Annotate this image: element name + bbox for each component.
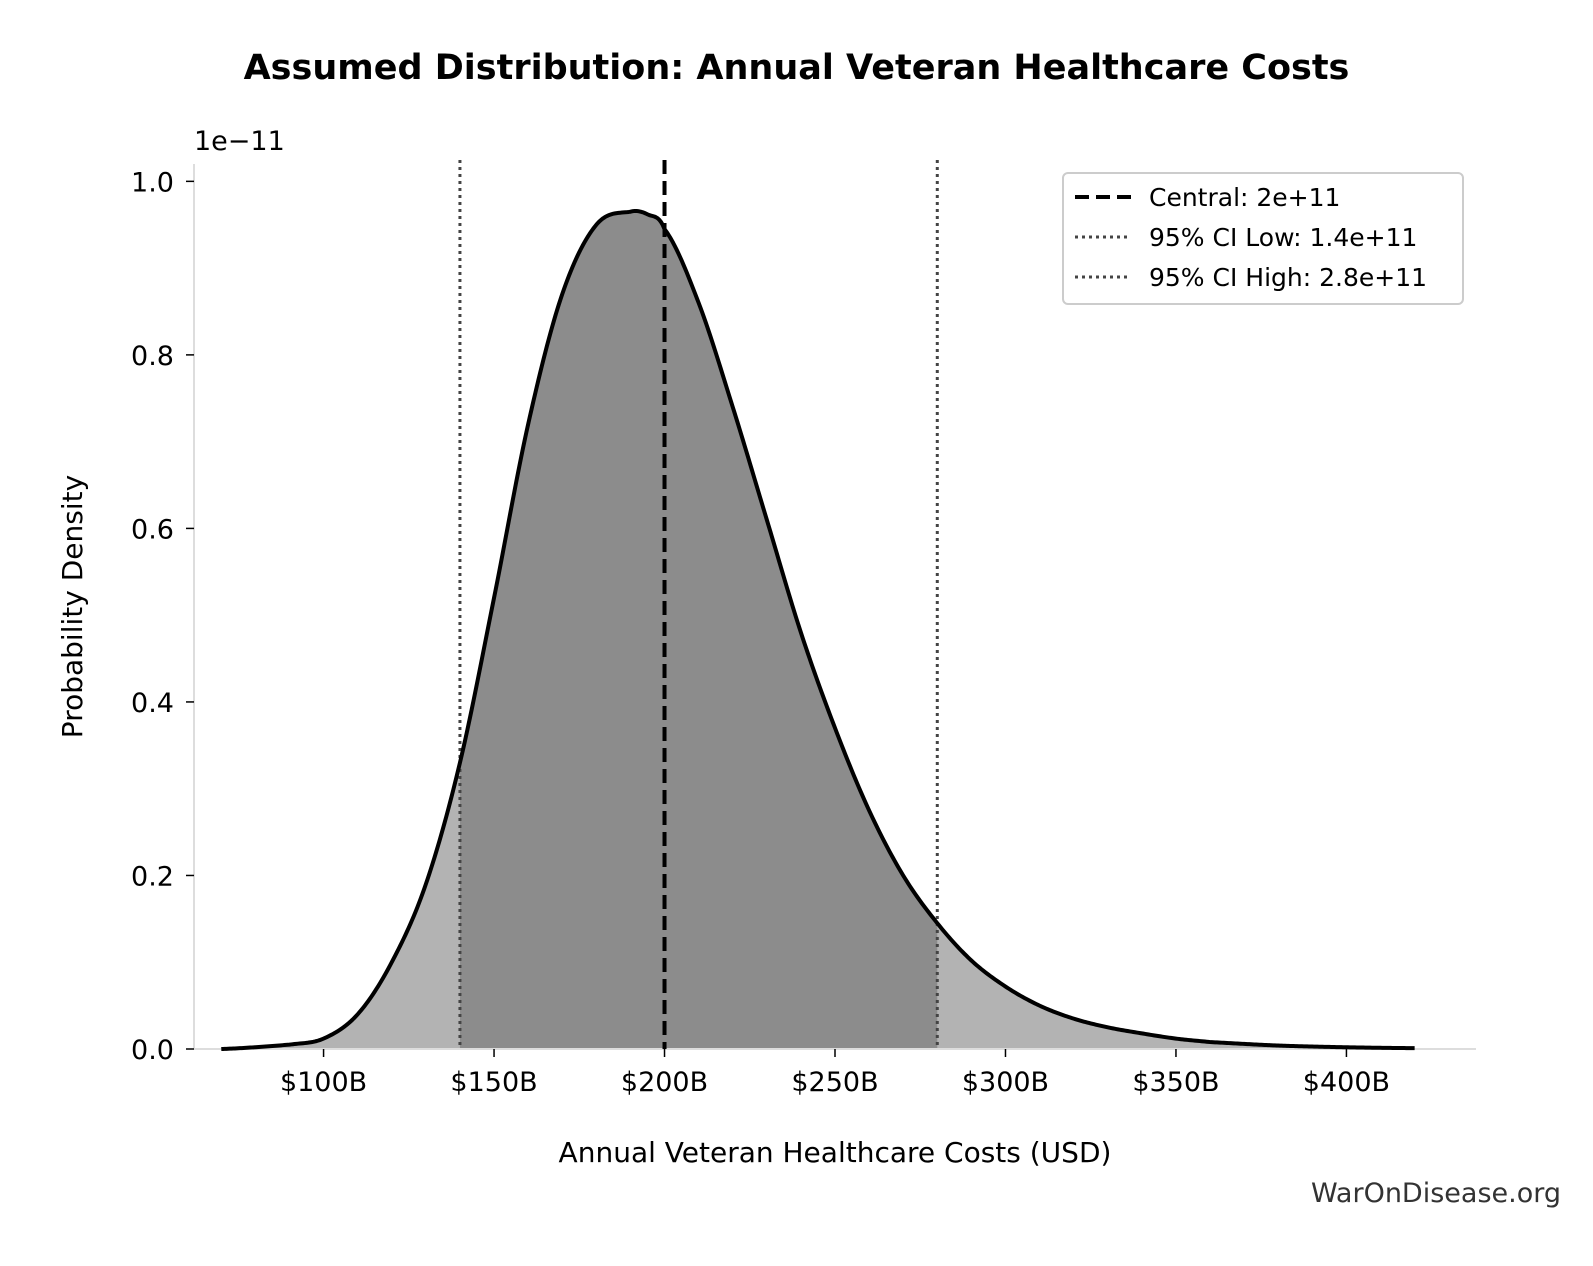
- y-tick-label: 0.2: [131, 861, 174, 892]
- chart-title: Assumed Distribution: Annual Veteran Hea…: [243, 48, 1350, 88]
- legend-entry-2: 95% CI High: 2.8e+11: [1149, 263, 1427, 292]
- x-tick-label: $350B: [1132, 1067, 1219, 1098]
- y-tick-label: 0.4: [131, 688, 174, 719]
- y-axis-label: Probability Density: [56, 475, 89, 738]
- x-tick-label: $150B: [450, 1067, 537, 1098]
- y-tick-label: 1.0: [131, 167, 174, 198]
- x-tick-label: $250B: [791, 1067, 878, 1098]
- density-fill-ci: [459, 210, 938, 1050]
- density-curve: [220, 208, 1415, 1051]
- y-tick-label: 0.6: [131, 514, 174, 545]
- x-tick-label: $200B: [621, 1067, 708, 1098]
- x-tick-label: $300B: [962, 1067, 1049, 1098]
- watermark: WarOnDisease.org: [1310, 1178, 1561, 1209]
- y-tick-label: 0.8: [131, 341, 174, 372]
- y-tick-label: 0.0: [131, 1035, 174, 1066]
- x-tick-label: $400B: [1303, 1067, 1390, 1098]
- legend-entry-0: Central: 2e+11: [1149, 183, 1340, 212]
- legend-box: [1062, 172, 1464, 305]
- x-axis-label: Annual Veteran Healthcare Costs (USD): [559, 1136, 1112, 1169]
- legend-entry-1: 95% CI Low: 1.4e+11: [1149, 223, 1417, 252]
- x-tick-label: $100B: [280, 1067, 367, 1098]
- y-offset-label: 1e−11: [194, 126, 285, 157]
